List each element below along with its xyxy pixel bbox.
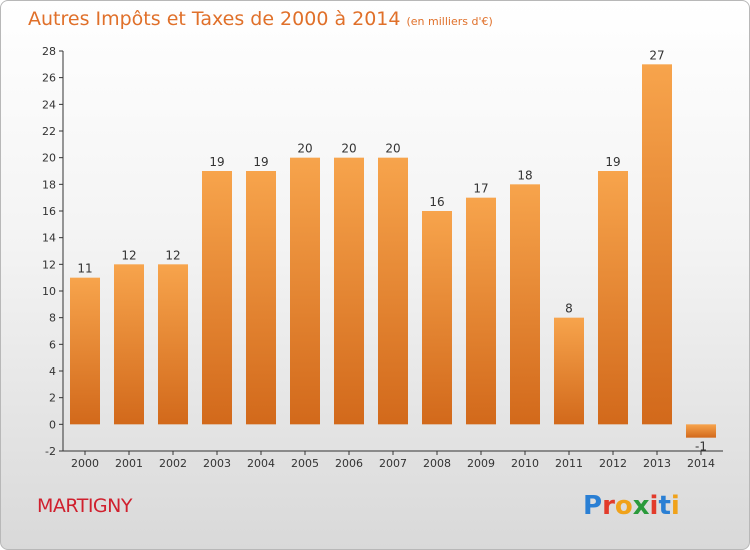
x-tick-label: 2012 (599, 457, 627, 470)
y-tick-label: 16 (42, 205, 56, 218)
data-label: 20 (297, 142, 312, 156)
x-tick-label: 2004 (247, 457, 275, 470)
bar (642, 64, 672, 425)
data-label: 17 (473, 182, 488, 196)
data-label: 20 (341, 142, 356, 156)
data-label: 16 (429, 195, 444, 209)
y-tick-label: 22 (42, 125, 56, 138)
y-tick-label: 4 (49, 365, 56, 378)
bar (202, 171, 232, 425)
y-tick-label: 18 (42, 178, 56, 191)
x-tick-label: 2006 (335, 457, 363, 470)
x-tick-label: 2007 (379, 457, 407, 470)
data-label: 19 (605, 155, 620, 169)
logo-letter: t (658, 491, 671, 521)
bar (334, 157, 364, 425)
data-label: 11 (77, 262, 92, 276)
x-tick-label: 2014 (687, 457, 715, 470)
bar (290, 157, 320, 425)
data-label: 19 (209, 155, 224, 169)
y-tick-label: 20 (42, 152, 56, 165)
x-tick-label: 2010 (511, 457, 539, 470)
y-tick-label: 2 (49, 392, 56, 405)
y-tick-label: -2 (45, 445, 56, 458)
y-tick-label: 10 (42, 285, 56, 298)
x-tick-label: 2002 (159, 457, 187, 470)
bar (510, 184, 540, 425)
data-label: 8 (565, 302, 573, 316)
commune-name: MARTIGNY (37, 495, 132, 517)
x-tick-label: 2001 (115, 457, 143, 470)
x-tick-label: 2003 (203, 457, 231, 470)
logo-letter: o (614, 491, 633, 521)
y-tick-label: 26 (42, 72, 56, 85)
chart-title: Autres Impôts et Taxes de 2000 à 2014 (en… (28, 8, 493, 30)
data-label: 27 (649, 48, 664, 62)
data-label: -1 (695, 440, 707, 454)
logo-letter: r (602, 491, 615, 521)
logo-letter: i (649, 491, 659, 521)
bar (246, 171, 276, 425)
bar (422, 211, 452, 425)
y-tick-label: 28 (42, 45, 56, 58)
x-tick-label: 2000 (71, 457, 99, 470)
bar (554, 317, 584, 425)
bar (598, 171, 628, 425)
y-tick-label: 8 (49, 312, 56, 325)
data-label: 18 (517, 168, 532, 182)
data-label: 20 (385, 142, 400, 156)
data-label: 19 (253, 155, 268, 169)
y-tick-label: 12 (42, 258, 56, 271)
bar (686, 424, 716, 438)
data-label: 12 (121, 248, 136, 262)
bar (378, 157, 408, 425)
bar (70, 277, 100, 425)
logo-letter: x (632, 491, 650, 521)
y-tick-label: 24 (42, 98, 56, 111)
chart-unit: (en milliers d'€) (406, 15, 493, 28)
proxiti-logo: Proxiti (583, 491, 680, 521)
data-label: 12 (165, 248, 180, 262)
x-tick-label: 2005 (291, 457, 319, 470)
y-tick-label: 14 (42, 232, 56, 245)
y-tick-label: 0 (49, 418, 56, 431)
x-tick-label: 2009 (467, 457, 495, 470)
bar (158, 264, 188, 425)
bar (466, 197, 496, 425)
x-tick-label: 2013 (643, 457, 671, 470)
logo-letter: i (670, 491, 680, 521)
logo-letter: P (583, 491, 603, 521)
x-tick-label: 2011 (555, 457, 583, 470)
y-tick-label: 6 (49, 338, 56, 351)
bar (114, 264, 144, 425)
x-tick-label: 2008 (423, 457, 451, 470)
